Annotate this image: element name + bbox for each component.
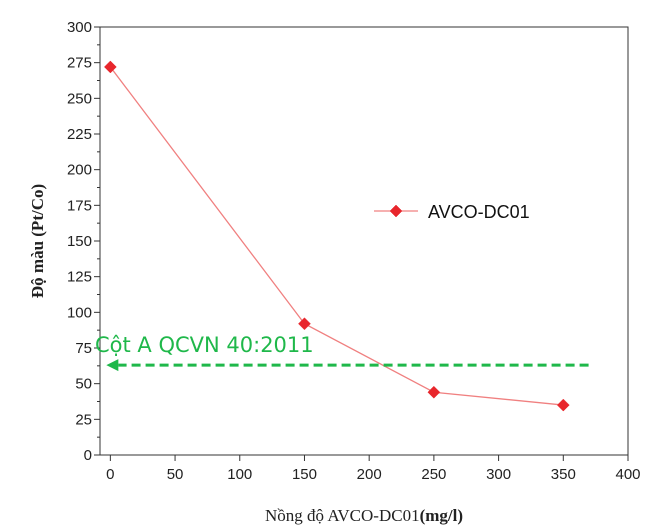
x-tick-label: 300	[486, 466, 511, 483]
y-tick-label: 150	[67, 233, 92, 250]
data-point	[556, 398, 570, 412]
x-axis-title: Nồng độ AVCO-DC01(mg/l)	[265, 506, 463, 525]
x-tick-label: 50	[167, 466, 184, 483]
limit-arrow-head	[106, 359, 119, 372]
y-axis-title: Độ màu (Pt/Co)	[28, 184, 47, 298]
y-tick-label: 100	[67, 304, 92, 321]
plot-frame	[99, 26, 629, 456]
legend-label: AVCO-DC01	[428, 202, 530, 222]
y-tick-label: 125	[67, 269, 92, 286]
x-tick-label: 150	[292, 466, 317, 483]
x-axis-title-main: Nồng độ AVCO-DC01	[265, 506, 420, 525]
y-tick-label: 175	[67, 197, 92, 214]
data-point	[427, 385, 441, 399]
y-tick-label: 275	[67, 55, 92, 72]
y-tick-label: 225	[67, 126, 92, 143]
x-tick-label: 250	[421, 466, 446, 483]
y-tick-label: 250	[67, 90, 92, 107]
x-tick-label: 0	[106, 466, 114, 483]
x-tick-label: 350	[551, 466, 576, 483]
data-point	[103, 60, 117, 74]
data-point	[298, 317, 311, 331]
y-tick-label: 200	[67, 162, 92, 179]
y-tick-label: 25	[75, 411, 92, 428]
x-tick-label: 400	[615, 466, 640, 483]
y-tick-label: 50	[75, 376, 92, 393]
series-line	[109, 66, 564, 406]
limit-annotation-label: Cột A QCVN 40:2011	[95, 333, 314, 357]
x-axis-title-unit: (mg/l)	[420, 506, 463, 525]
legend-marker	[389, 204, 403, 218]
x-tick-label: 100	[227, 466, 252, 483]
y-tick-label: 75	[75, 340, 92, 357]
y-tick-label: 0	[84, 447, 92, 464]
x-tick-label: 200	[357, 466, 382, 483]
y-tick-label: 300	[67, 19, 92, 36]
